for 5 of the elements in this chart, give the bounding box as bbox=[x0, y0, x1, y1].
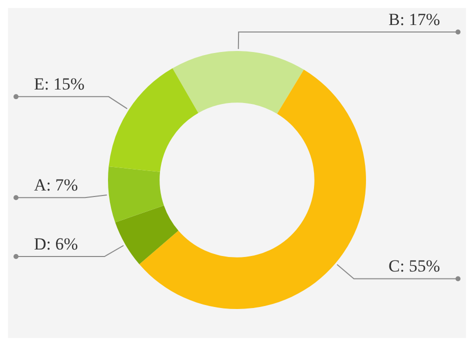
slice-label: B: 17% bbox=[388, 10, 440, 29]
slice-label: C: 55% bbox=[388, 256, 440, 276]
slice-label: E: 15% bbox=[34, 74, 85, 94]
slice-label: A: 7% bbox=[34, 176, 78, 195]
slice-label: D: 6% bbox=[34, 234, 78, 254]
